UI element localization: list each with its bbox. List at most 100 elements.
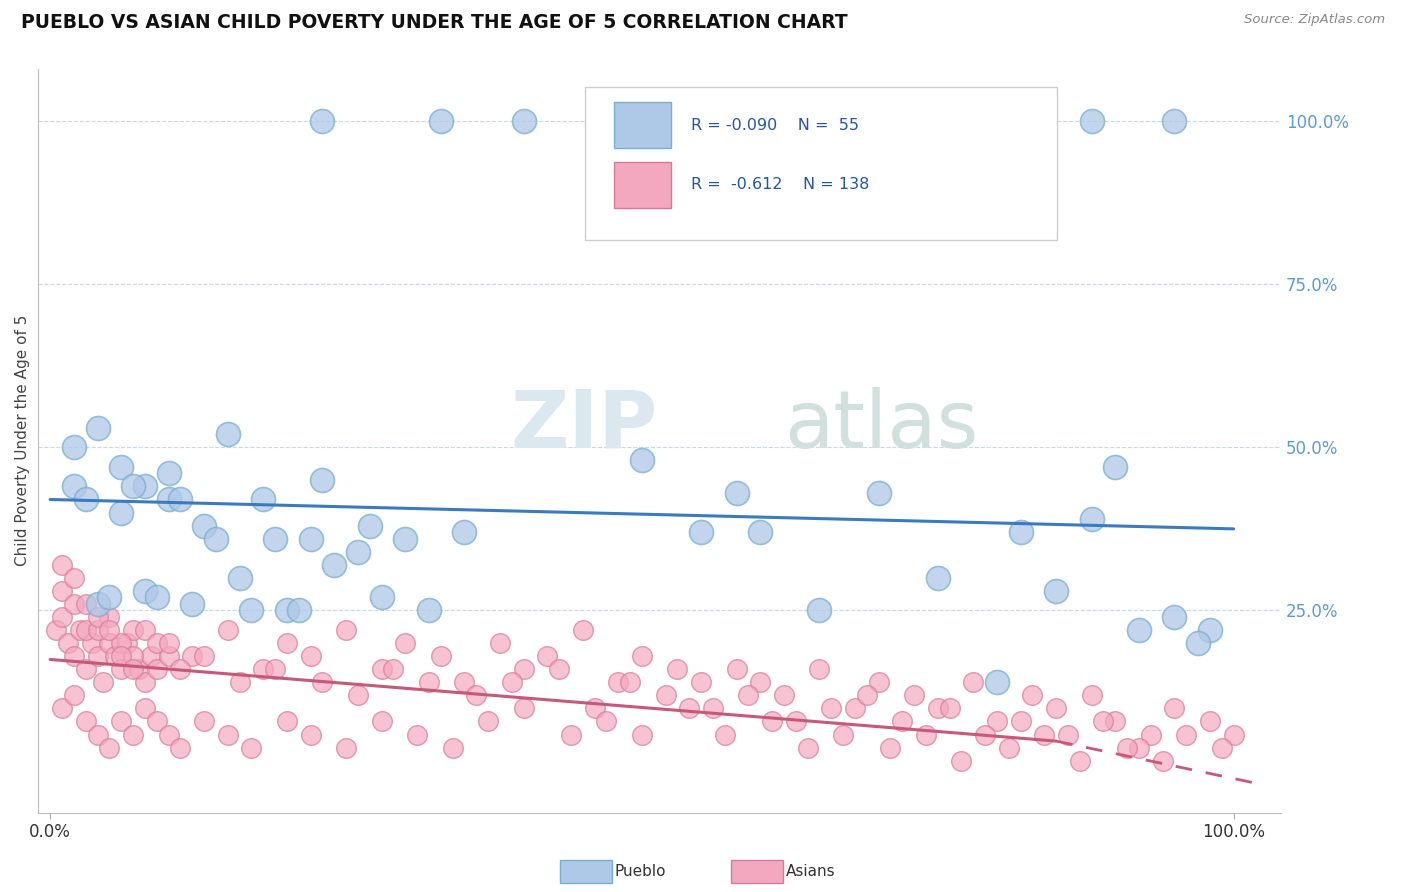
Point <box>690 525 713 540</box>
Point <box>169 492 191 507</box>
Point <box>110 636 132 650</box>
Point <box>205 532 228 546</box>
Point <box>950 754 973 768</box>
Point <box>1080 512 1102 526</box>
Point <box>418 603 440 617</box>
Point <box>713 727 735 741</box>
Point <box>1080 689 1102 703</box>
Point <box>879 740 901 755</box>
Point <box>453 675 475 690</box>
Point <box>868 486 890 500</box>
Point <box>1069 754 1091 768</box>
Point <box>181 649 204 664</box>
Point <box>737 689 759 703</box>
Point <box>287 603 309 617</box>
Point <box>134 701 156 715</box>
Point <box>974 727 997 741</box>
Point <box>429 113 451 128</box>
Point <box>891 714 914 729</box>
Point <box>80 636 103 650</box>
Point <box>1104 459 1126 474</box>
Point <box>370 662 392 676</box>
Point <box>962 675 984 690</box>
Point <box>145 591 167 605</box>
Point <box>631 453 654 467</box>
Point <box>264 662 287 676</box>
Point <box>1163 113 1185 128</box>
Point <box>193 714 215 729</box>
Point <box>193 649 215 664</box>
Point <box>796 740 818 755</box>
Point <box>110 662 132 676</box>
Point <box>1045 701 1067 715</box>
Point <box>855 689 877 703</box>
Point <box>1128 740 1150 755</box>
Point <box>489 636 512 650</box>
Point <box>134 479 156 493</box>
Point <box>228 571 250 585</box>
Point <box>347 689 370 703</box>
Point <box>1199 714 1222 729</box>
Point <box>536 649 558 664</box>
Point <box>145 662 167 676</box>
Point <box>86 623 108 637</box>
FancyBboxPatch shape <box>585 87 1057 240</box>
Point <box>453 525 475 540</box>
Point <box>134 675 156 690</box>
Point <box>927 571 949 585</box>
Point <box>335 623 357 637</box>
Y-axis label: Child Poverty Under the Age of 5: Child Poverty Under the Age of 5 <box>15 315 30 566</box>
Point <box>1128 623 1150 637</box>
Point <box>98 636 121 650</box>
Point <box>1139 727 1161 741</box>
Point <box>832 727 855 741</box>
Point <box>808 603 831 617</box>
Point <box>631 649 654 664</box>
Point <box>145 636 167 650</box>
Text: R =  -0.612    N = 138: R = -0.612 N = 138 <box>690 178 869 192</box>
Point <box>631 727 654 741</box>
Point <box>1080 113 1102 128</box>
Point <box>122 479 145 493</box>
Point <box>938 701 960 715</box>
Point <box>1222 727 1244 741</box>
Point <box>1010 525 1032 540</box>
Point <box>75 714 97 729</box>
Point <box>276 603 298 617</box>
Point <box>252 662 274 676</box>
Point <box>157 727 180 741</box>
Point <box>252 492 274 507</box>
Point <box>51 558 73 572</box>
Point <box>86 610 108 624</box>
Point <box>122 623 145 637</box>
Point <box>240 603 263 617</box>
Point <box>702 701 724 715</box>
Point <box>607 675 630 690</box>
Point <box>359 518 381 533</box>
Point <box>347 545 370 559</box>
Text: Pueblo: Pueblo <box>614 864 666 879</box>
Point <box>1163 610 1185 624</box>
Point <box>110 459 132 474</box>
Point <box>134 623 156 637</box>
Point <box>761 714 783 729</box>
Point <box>110 714 132 729</box>
Point <box>98 623 121 637</box>
Point <box>548 662 571 676</box>
Point <box>501 675 523 690</box>
Point <box>690 675 713 690</box>
Text: Source: ZipAtlas.com: Source: ZipAtlas.com <box>1244 13 1385 27</box>
Point <box>654 689 676 703</box>
Text: atlas: atlas <box>785 387 979 465</box>
Point <box>323 558 346 572</box>
Point <box>1211 740 1233 755</box>
Point <box>666 662 689 676</box>
Point <box>122 649 145 664</box>
Point <box>382 662 405 676</box>
Point <box>86 649 108 664</box>
Point <box>128 662 150 676</box>
Point <box>63 440 86 454</box>
Point <box>69 623 91 637</box>
Point <box>157 492 180 507</box>
Point <box>808 662 831 676</box>
